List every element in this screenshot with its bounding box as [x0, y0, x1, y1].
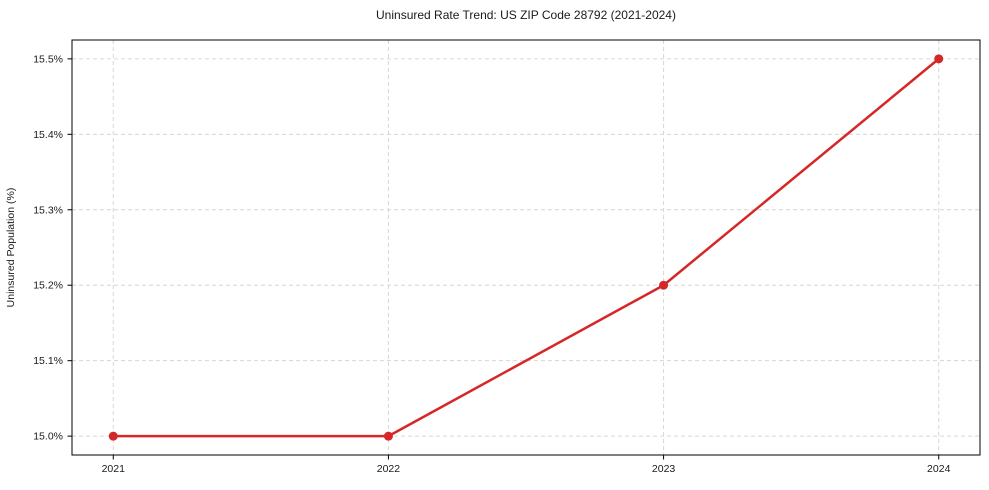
- data-point-marker: [383, 431, 393, 441]
- y-tick-label: 15.4%: [33, 129, 63, 141]
- x-tick-label: 2021: [102, 463, 126, 475]
- chart-title: Uninsured Rate Trend: US ZIP Code 28792 …: [376, 8, 676, 22]
- x-tick-label: 2024: [927, 463, 951, 475]
- data-point-marker: [108, 431, 118, 441]
- data-point-marker: [659, 280, 669, 290]
- y-axis-label: Uninsured Population (%): [5, 188, 17, 308]
- data-point-marker: [934, 54, 944, 64]
- x-tick-label: 2023: [652, 463, 676, 475]
- x-tick-label: 2022: [377, 463, 401, 475]
- y-tick-label: 15.0%: [33, 431, 63, 443]
- plot-box-spines: [71, 39, 981, 456]
- y-tick-label: 15.1%: [33, 355, 63, 367]
- y-tick-label: 15.5%: [33, 53, 63, 65]
- y-tick-label: 15.2%: [33, 280, 63, 292]
- series-line: [112, 57, 940, 438]
- y-tick-label: 15.3%: [33, 204, 63, 216]
